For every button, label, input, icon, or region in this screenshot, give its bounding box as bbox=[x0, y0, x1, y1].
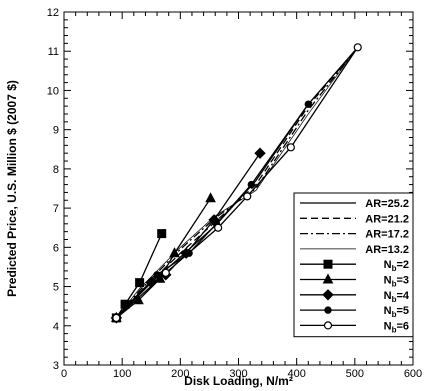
series-line bbox=[115, 103, 309, 319]
legend-marker bbox=[322, 289, 334, 301]
data-point bbox=[112, 313, 121, 323]
legend-marker bbox=[324, 306, 332, 314]
data-point bbox=[161, 268, 170, 277]
y-tick-label: 3 bbox=[53, 360, 59, 372]
legend-marker bbox=[323, 259, 333, 269]
legend-entry: AR=17.2 bbox=[300, 229, 409, 241]
y-tick-label: 11 bbox=[48, 46, 59, 58]
data-point bbox=[135, 278, 145, 288]
legend-label: Nb=2 bbox=[384, 259, 409, 273]
data-point bbox=[169, 247, 180, 258]
x-tick-label: 0 bbox=[61, 368, 67, 380]
data-point bbox=[153, 271, 161, 279]
x-tick-label: 200 bbox=[171, 368, 189, 380]
series-8 bbox=[112, 43, 362, 323]
legend-entry: AR=25.2 bbox=[300, 198, 409, 210]
data-point bbox=[304, 100, 312, 108]
legend-label: AR=17.2 bbox=[365, 229, 409, 241]
data-point bbox=[254, 147, 266, 159]
series-layer bbox=[110, 43, 362, 324]
legend-entry: Nb=5 bbox=[300, 305, 409, 319]
legend-entry: AR=13.2 bbox=[300, 244, 409, 256]
data-point bbox=[243, 192, 252, 201]
x-tick-label: 300 bbox=[229, 368, 247, 380]
legend-marker bbox=[323, 321, 333, 330]
data-point bbox=[145, 276, 157, 289]
data-point bbox=[157, 229, 167, 239]
legend: AR=25.2 AR=21.2 AR=17.2 AR=13.2 Nb=2 Nb=3Nb=4… bbox=[293, 192, 414, 338]
y-tick-label: 5 bbox=[53, 282, 59, 294]
data-point bbox=[247, 180, 255, 189]
legend-entry: Nb=6 bbox=[300, 320, 409, 334]
series-line bbox=[115, 46, 359, 319]
legend-marker bbox=[322, 273, 334, 284]
y-tick-label: 9 bbox=[53, 125, 59, 137]
legend-label: AR=13.2 bbox=[365, 244, 409, 256]
data-point bbox=[286, 143, 295, 152]
legend-label: Nb=4 bbox=[384, 290, 410, 304]
x-tick-label: 100 bbox=[113, 368, 131, 380]
data-point bbox=[205, 192, 216, 203]
legend-entry: Nb=2 bbox=[300, 259, 409, 273]
legend-label: AR=21.2 bbox=[365, 213, 409, 225]
legend-entry: Nb=3 bbox=[300, 273, 409, 289]
series-line bbox=[115, 233, 163, 319]
x-tick-label: 400 bbox=[287, 368, 305, 380]
legend-label: AR=25.2 bbox=[365, 198, 409, 210]
x-tick-label: 500 bbox=[346, 368, 364, 380]
legend-label: Nb=3 bbox=[384, 275, 409, 289]
x-tick-label: 600 bbox=[404, 368, 422, 380]
legend-label: Nb=5 bbox=[384, 305, 409, 319]
legend-entry: AR=21.2 bbox=[300, 213, 409, 225]
legend-label: Nb=6 bbox=[384, 320, 409, 334]
y-tick-label: 4 bbox=[53, 321, 59, 333]
x-axis-label: Disk Loading, N/m² bbox=[184, 374, 293, 388]
axes: 0 100 200 300 400 500 600 3 4 5 6 7 8 9 10 11 12 bbox=[47, 7, 422, 380]
series-7 bbox=[112, 100, 312, 322]
y-tick-label: 12 bbox=[47, 7, 59, 19]
y-tick-label: 6 bbox=[53, 242, 59, 254]
data-point bbox=[214, 223, 223, 232]
y-axis-label: Predicted Price, U.S. Million $ (2007 $) bbox=[5, 80, 19, 297]
y-tick-label: 8 bbox=[53, 164, 59, 176]
y-tick-label: 10 bbox=[47, 85, 59, 97]
y-tick-label: 7 bbox=[53, 203, 59, 215]
legend-entry: Nb=4 bbox=[300, 289, 410, 304]
data-point bbox=[353, 43, 362, 52]
